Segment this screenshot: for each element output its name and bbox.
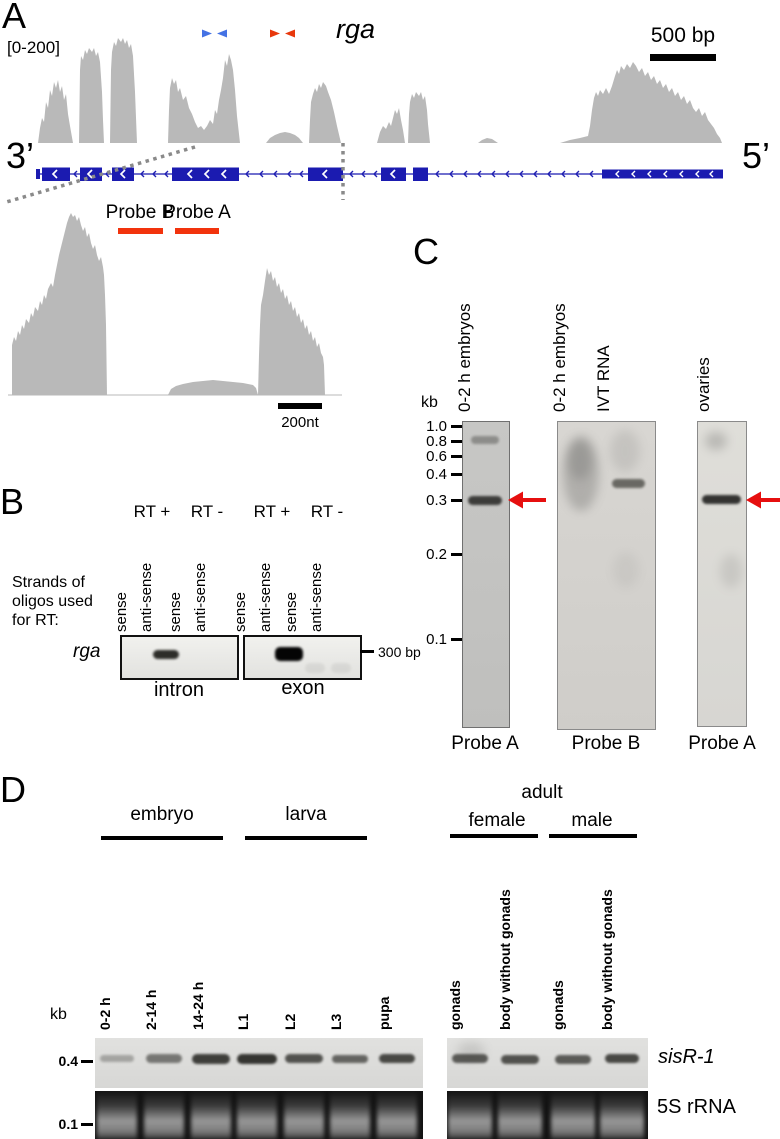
sisr1-blot-right [447,1038,648,1088]
group-header-larva: larva [285,804,327,825]
lane-label-14-24h: 14-24 h [190,981,206,1030]
gene-name-title: rga [336,14,376,44]
inset-coverage-track [8,213,342,396]
lane-label-0-2h: 0-2 h [97,997,113,1030]
lane-label-l1: L1 [235,1013,251,1030]
exon-gel-label: exon [281,677,325,699]
group-header-female: female [468,810,526,831]
size-0.4: 0.4 [58,1053,78,1069]
sisr1-row-label: sisR-1 [658,1046,715,1068]
three-prime-label: 3’ [6,135,35,176]
probe-a-label: Probe A [163,202,231,223]
zoom-guide-lines [2,143,345,205]
lane-label-female-gonads: gonads [447,980,463,1030]
rt-minus-label-2: RT - [310,502,344,521]
5s-rrna-gel-left [95,1091,423,1139]
lane-label-sense-4: sense [283,591,300,632]
panel-d-label: D [0,769,26,810]
intron-gel-label: intron [153,679,205,701]
lane-label-male-body: body without gonads [599,889,615,1030]
lane-label-2-14h: 2-14 h [143,989,159,1030]
northern-blot-probe-b [557,421,656,730]
5s-rrna-row-label: 5S rRNA [657,1096,736,1118]
inset-scale-bar [278,403,322,409]
group-header-embryo: embryo [130,804,194,825]
group-header-male: male [571,810,613,831]
strands-caption-line2: oligos used [12,593,93,610]
primer-pair-blue-icon [202,29,227,38]
rt-plus-label-2: RT + [253,502,291,521]
ladder-1.0: 1.0 [426,418,447,435]
scale-bar-label: 500 bp [650,24,716,47]
inset-scale-bar-label: 200nt [281,414,319,431]
lane-label-l2: L2 [282,1013,298,1030]
blot-probe-label-3: Probe A [688,733,756,754]
ladder-0.8: 0.8 [426,433,447,450]
ladder-0.6: 0.6 [426,448,447,465]
group-header-adult: adult [521,782,563,803]
size-marker-label: 300 bp [378,644,421,660]
male-underline [549,834,637,838]
lane-label-male-gonads: gonads [550,980,566,1030]
band-arrow-icon [508,491,546,509]
ladder-0.2: 0.2 [426,546,447,563]
lane-label-embryos-2: 0-2 h embryos [550,303,569,412]
band-arrow-icon [746,491,780,509]
intron-gel [120,635,239,680]
5s-rrna-gel-right [447,1091,648,1139]
five-prime-label: 5’ [742,135,771,176]
probe-a-bar [175,228,219,234]
lane-label-pupa: pupa [376,996,392,1030]
coverage-track [38,38,722,143]
lane-label-sense-1: sense [113,591,130,632]
strands-caption-line1: Strands of [12,574,85,591]
lane-label-ovaries: ovaries [694,357,713,412]
lane-label-antisense-4: anti-sense [308,562,325,632]
lane-label-l3: L3 [328,1013,344,1030]
larva-underline [245,836,367,840]
lane-label-antisense-1: anti-sense [138,562,155,632]
blot-probe-label-1: Probe A [451,733,519,754]
northern-blot-ovaries-probe-a [697,421,747,727]
lane-label-antisense-2: anti-sense [192,562,209,632]
strands-caption-line3: for RT: [12,612,59,629]
primer-pair-red-icon [270,29,295,38]
probe-b-bar [118,228,163,234]
rt-plus-label-1: RT + [133,502,171,521]
ladder-0.1: 0.1 [426,631,447,648]
rt-minus-label-1: RT - [190,502,224,521]
exon-gel [243,635,362,680]
lane-label-ivt-rna: IVT RNA [594,345,613,412]
sisr1-blot-left [95,1038,423,1088]
size-0.1: 0.1 [58,1116,78,1132]
kb-label-d: kb [50,1006,67,1023]
northern-blot-embryos-probe-a [462,421,510,728]
probe-b-label: Probe B [105,202,175,223]
lane-label-female-body: body without gonads [497,889,513,1030]
gene-name-row-label: rga [73,641,101,662]
ladder-0.3: 0.3 [426,492,447,509]
lane-label-embryos-1: 0-2 h embryos [455,303,474,412]
panel-b-label: B [0,481,25,522]
female-underline [450,834,538,838]
size-marker-tick [360,650,374,653]
kb-label: kb [421,394,438,411]
lane-label-antisense-3: anti-sense [257,562,274,632]
ladder-0.4: 0.4 [426,466,447,483]
scale-bar [650,54,716,61]
lane-label-sense-2: sense [167,591,184,632]
embryo-underline [101,836,223,840]
panel-c-label: C [413,231,439,272]
panel-a-label: A [2,0,27,36]
lane-label-sense-3: sense [232,591,249,632]
blot-probe-label-2: Probe B [571,733,641,754]
coverage-range-label: [0-200] [7,38,60,57]
